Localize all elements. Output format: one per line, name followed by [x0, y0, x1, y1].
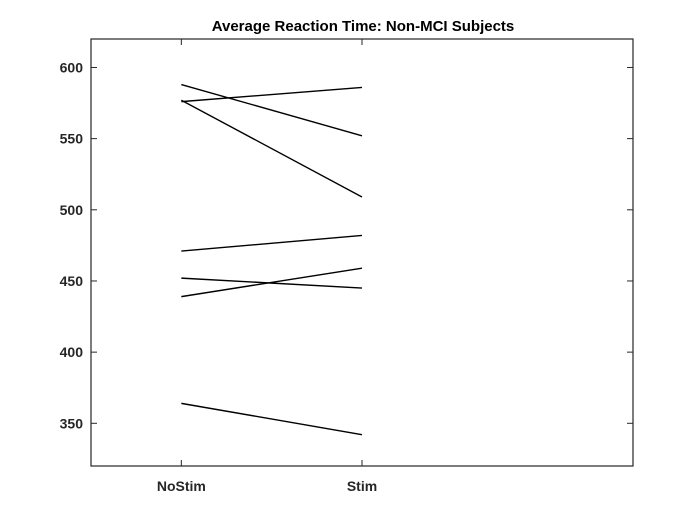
series-layer: [181, 83, 363, 436]
y-tick-label: 450: [60, 273, 84, 289]
y-tick-label: 400: [60, 344, 84, 360]
chart-title: Average Reaction Time: Non-MCI Subjects: [212, 18, 515, 35]
y-tick-label: 600: [60, 59, 84, 75]
plot-area: [90, 38, 634, 467]
series-line-1: [181, 83, 363, 137]
y-tick-label: 350: [60, 415, 84, 431]
y-tick-label: 500: [60, 202, 84, 218]
series-line-3: [181, 99, 363, 198]
series-line-7: [181, 402, 363, 436]
x-tick-label: NoStim: [157, 478, 206, 494]
y-axis: 350 400 450 500 550 600: [60, 59, 633, 431]
x-tick-label: Stim: [347, 478, 377, 494]
series-line-4: [181, 234, 363, 252]
x-axis: NoStim Stim: [157, 39, 377, 494]
series-line-5: [181, 277, 363, 289]
series-line-2: [181, 86, 363, 103]
series-line-6: [181, 267, 363, 298]
y-tick-label: 550: [60, 131, 84, 147]
